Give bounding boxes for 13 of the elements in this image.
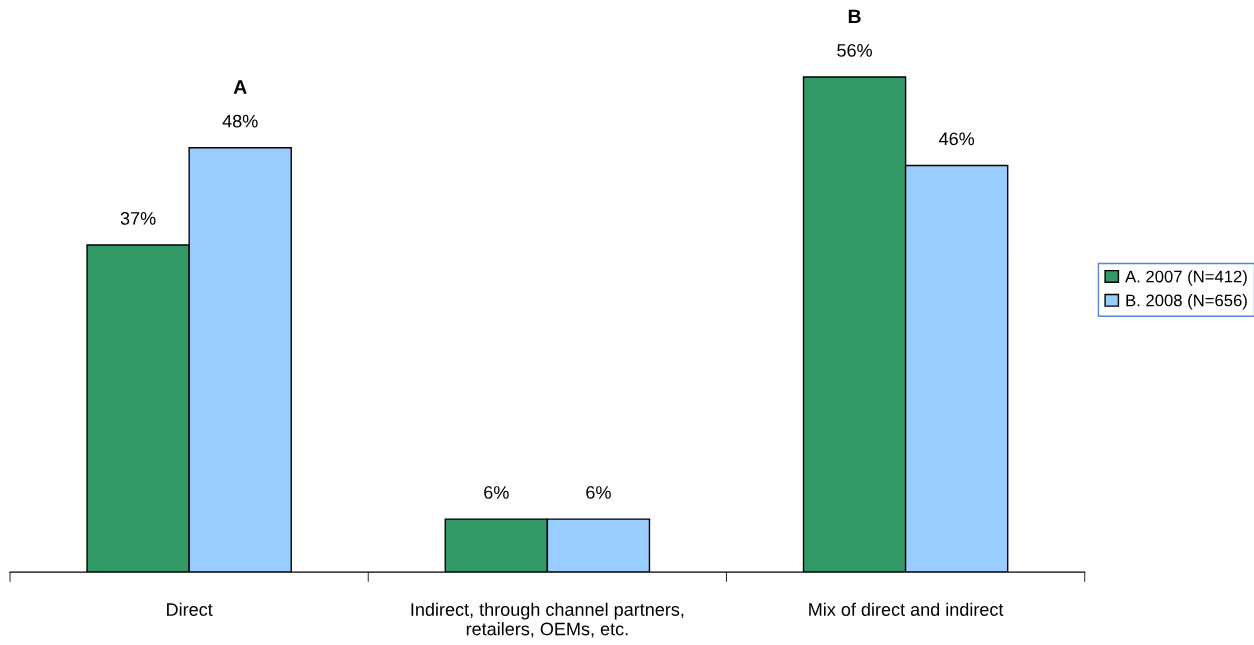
x-tick-label: Mix of direct and indirect [809, 602, 1004, 616]
legend-label: B. 2008 (N=656) [1126, 294, 1247, 310]
x-tick-label: Direct [167, 602, 213, 616]
data-label: 6% [484, 486, 509, 499]
data-label: 48% [222, 114, 258, 128]
data-label: 6% [586, 486, 611, 499]
legend-label: A. 2007 (N=412) [1125, 270, 1247, 286]
data-label: 37% [120, 212, 156, 225]
data-label: 46% [938, 132, 975, 146]
annotation: A [233, 80, 247, 94]
text: B [848, 9, 861, 24]
data-label: 56% [837, 44, 872, 57]
x-tick-label: Indirect, through channel partners, retailers, OEMs, etc. [411, 602, 684, 638]
